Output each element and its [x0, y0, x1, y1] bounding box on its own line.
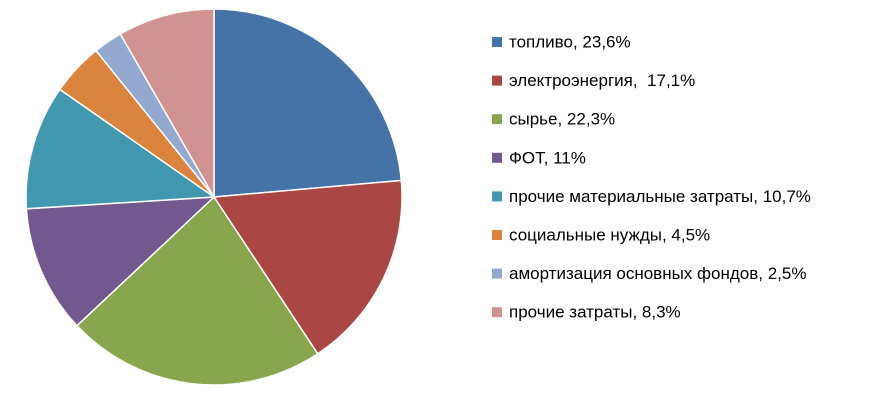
- legend-swatch: [492, 37, 502, 47]
- legend-label: социальные нужды, 4,5%: [509, 225, 710, 244]
- legend-label: амортизация основных фондов, 2,5%: [509, 264, 806, 283]
- legend-label: сырье, 22,3%: [509, 110, 615, 129]
- legend-swatch: [492, 114, 502, 125]
- legend-swatch: [492, 75, 502, 86]
- legend-label: прочие материальные затраты, 10,7%: [509, 187, 811, 206]
- legend-swatch: [492, 191, 502, 202]
- pie-slice: [25, 196, 217, 327]
- pie-slice: [25, 88, 217, 210]
- legend-swatch: [492, 230, 502, 240]
- pie-slice: [75, 195, 319, 386]
- legend-label: прочие затраты, 8,3%: [509, 303, 681, 322]
- legend-swatch: [492, 268, 502, 279]
- legend-swatch: [492, 152, 502, 163]
- legend-label: ФОТ, 11%: [509, 148, 586, 167]
- legend-swatch: [492, 307, 502, 318]
- legend-label: электроэнергия, 17,1%: [509, 71, 695, 90]
- legend-label: топливо, 23,6%: [509, 32, 631, 51]
- pie-slice: [119, 8, 215, 200]
- pie-slice: [212, 179, 403, 355]
- pie-slice: [213, 8, 403, 198]
